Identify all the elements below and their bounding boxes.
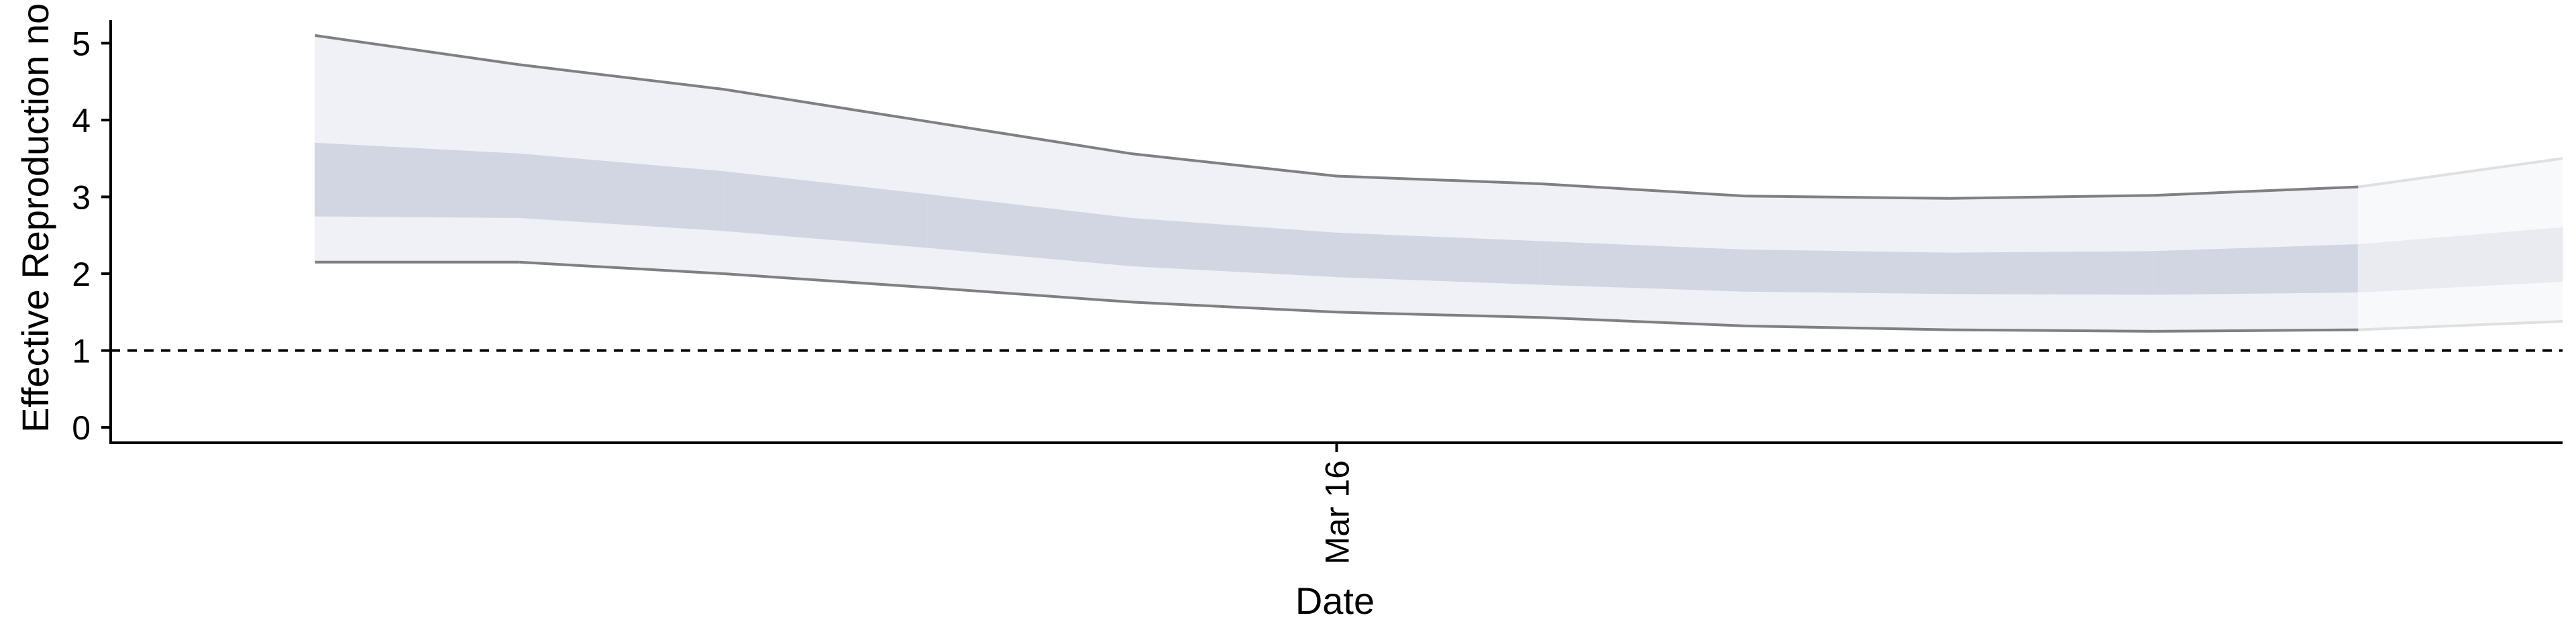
upper-bound-line xyxy=(1336,174,1542,185)
y-tick-label: 2 xyxy=(72,256,91,293)
y-axis-ticks: 0 1 2 3 4 5 xyxy=(72,25,111,447)
x-tick-label: Mar 16 xyxy=(1319,460,1356,565)
inner-band-segment xyxy=(1336,232,1542,285)
x-axis-title: Date xyxy=(1295,580,1375,622)
inner-band-segment xyxy=(2357,227,2563,293)
upper-bound-line xyxy=(1132,152,1337,178)
inner-band-segment xyxy=(1745,249,1950,294)
x-axis-ticks: Mar 16 xyxy=(1319,443,1356,565)
inner-band-segment xyxy=(2153,244,2359,295)
upper-bound-line xyxy=(2358,157,2563,189)
y-tick-label: 3 xyxy=(72,178,91,216)
upper-bound-line xyxy=(2153,185,2359,197)
y-tick-label: 1 xyxy=(72,333,91,370)
y-tick-label: 4 xyxy=(72,102,91,140)
credible-interval-bands xyxy=(315,35,2563,332)
upper-bound-line xyxy=(519,63,724,91)
lower-bound-line xyxy=(723,272,928,289)
upper-bound-line xyxy=(1949,194,2154,200)
lower-bound-line xyxy=(1745,324,1950,331)
lower-bound-line xyxy=(928,286,1133,304)
lower-bound-line xyxy=(1541,316,1746,327)
lower-bound-line xyxy=(1949,328,2154,333)
y-axis-title: Effective Reproduction no. xyxy=(14,0,56,433)
lower-bound-line xyxy=(1132,301,1337,314)
inner-band-segment xyxy=(1949,251,2155,295)
lower-bound-line xyxy=(519,260,724,275)
y-tick-label: 0 xyxy=(72,409,91,447)
lower-bound-line xyxy=(1336,311,1542,319)
lower-bound-line xyxy=(2358,320,2563,331)
upper-bound-line xyxy=(1745,195,1950,200)
upper-bound-line xyxy=(1540,182,1746,198)
lower-bound-line xyxy=(2153,328,2359,333)
interval-bound-lines xyxy=(315,34,2563,333)
inner-band-segment xyxy=(1540,241,1746,292)
upper-bound-line xyxy=(723,88,928,123)
y-tick-label: 5 xyxy=(72,25,91,62)
inner-band-segment xyxy=(315,142,520,218)
upper-bound-line xyxy=(315,34,520,66)
upper-bound-line xyxy=(927,120,1133,156)
